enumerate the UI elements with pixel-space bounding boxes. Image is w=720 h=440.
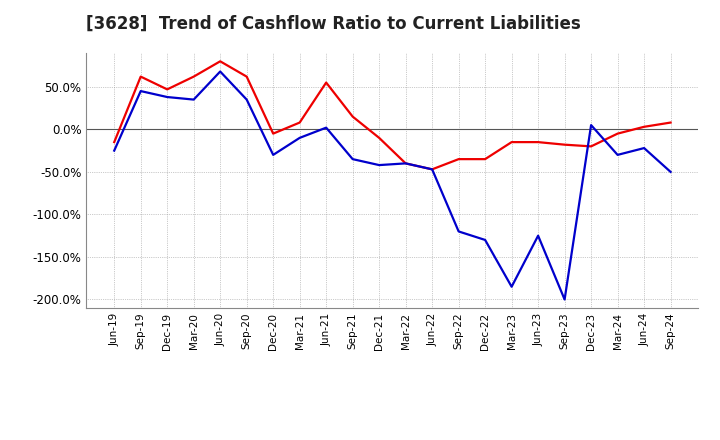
Operating CF to Current Liabilities [189,74,198,79]
Operating CF to Current Liabilities [534,139,542,145]
Free CF to Current Liabilities [508,284,516,290]
Free CF to Current Liabilities [534,233,542,238]
Free CF to Current Liabilities [295,135,304,140]
Line: Free CF to Current Liabilities: Free CF to Current Liabilities [114,72,670,300]
Operating CF to Current Liabilities [613,131,622,136]
Free CF to Current Liabilities [640,146,649,151]
Operating CF to Current Liabilities [375,135,384,140]
Operating CF to Current Liabilities [163,87,171,92]
Operating CF to Current Liabilities [508,139,516,145]
Line: Operating CF to Current Liabilities: Operating CF to Current Liabilities [114,61,670,169]
Operating CF to Current Liabilities [587,144,595,149]
Operating CF to Current Liabilities [560,142,569,147]
Text: [3628]  Trend of Cashflow Ratio to Current Liabilities: [3628] Trend of Cashflow Ratio to Curren… [86,15,581,33]
Free CF to Current Liabilities [401,161,410,166]
Free CF to Current Liabilities [348,157,357,162]
Operating CF to Current Liabilities [110,139,119,145]
Free CF to Current Liabilities [666,169,675,175]
Free CF to Current Liabilities [269,152,277,158]
Free CF to Current Liabilities [216,69,225,74]
Operating CF to Current Liabilities [640,124,649,129]
Operating CF to Current Liabilities [269,131,277,136]
Free CF to Current Liabilities [613,152,622,158]
Operating CF to Current Liabilities [481,157,490,162]
Free CF to Current Liabilities [243,97,251,102]
Operating CF to Current Liabilities [428,167,436,172]
Free CF to Current Liabilities [189,97,198,102]
Free CF to Current Liabilities [454,229,463,234]
Free CF to Current Liabilities [136,88,145,94]
Operating CF to Current Liabilities [136,74,145,79]
Free CF to Current Liabilities [587,122,595,128]
Free CF to Current Liabilities [481,237,490,242]
Operating CF to Current Liabilities [454,157,463,162]
Free CF to Current Liabilities [163,95,171,100]
Operating CF to Current Liabilities [666,120,675,125]
Free CF to Current Liabilities [322,125,330,130]
Operating CF to Current Liabilities [348,114,357,119]
Free CF to Current Liabilities [560,297,569,302]
Operating CF to Current Liabilities [295,120,304,125]
Free CF to Current Liabilities [428,167,436,172]
Free CF to Current Liabilities [375,162,384,168]
Operating CF to Current Liabilities [322,80,330,85]
Operating CF to Current Liabilities [401,161,410,166]
Operating CF to Current Liabilities [243,74,251,79]
Operating CF to Current Liabilities [216,59,225,64]
Free CF to Current Liabilities [110,148,119,153]
